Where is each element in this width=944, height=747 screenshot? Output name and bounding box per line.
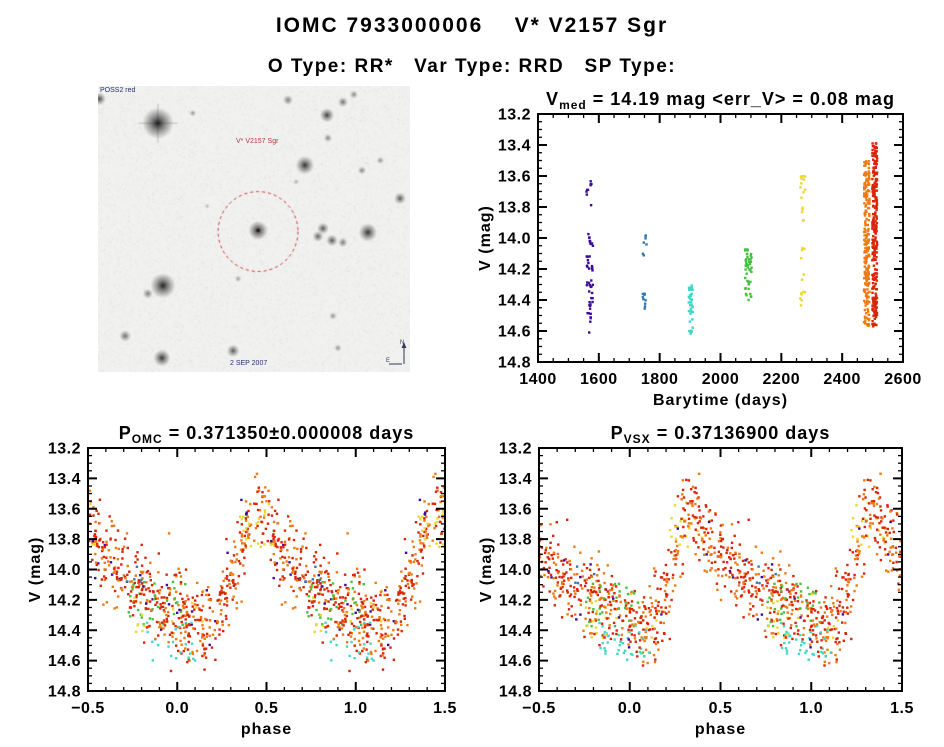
y-tick-label: 13.8 — [499, 532, 532, 549]
x-tick-label: 1.0 — [344, 700, 368, 717]
y-tick-label: 14.4 — [498, 293, 531, 310]
y-tick-label: 14.0 — [498, 231, 531, 248]
chart-title: PVSX = 0.37136900 days — [611, 423, 831, 446]
survey-label: POSS2 red — [100, 87, 136, 94]
x-tick-label: 0.5 — [709, 700, 733, 717]
x-tick-label: 0.0 — [165, 700, 189, 717]
x-axis-label: Barytime (days) — [653, 392, 788, 409]
x-tick-label: 1600 — [580, 371, 618, 388]
compass-icon: N E — [386, 340, 407, 365]
x-tick-label: 1800 — [641, 371, 679, 388]
data-points — [537, 472, 904, 667]
y-tick-label: 13.8 — [498, 200, 531, 217]
chart-phase_fold_omc: −0.5 0.0 0.5 1.0 1.5 13.2 13.4 13.6 13.8 14.0 14.2… — [27, 423, 457, 738]
y-tick-label: 13.6 — [499, 501, 532, 518]
plot-frame — [538, 447, 903, 692]
x-tick-label: 2000 — [702, 371, 740, 388]
y-axis-label: V (mag) — [477, 205, 494, 271]
data-points — [88, 472, 447, 673]
x-tick-label: 1.5 — [890, 700, 914, 717]
y-tick-label: 14.2 — [48, 592, 81, 609]
x-tick-label: 1400 — [519, 371, 557, 388]
y-tick-label: 13.6 — [498, 169, 531, 186]
x-tick-label: 0.0 — [618, 700, 642, 717]
x-tick-label: 2200 — [763, 371, 801, 388]
y-tick-label: 13.6 — [48, 501, 81, 518]
y-tick-label: 14.8 — [48, 684, 81, 701]
chart-phase_fold_vsx: −0.5 0.0 0.5 1.0 1.5 13.2 13.4 13.6 13.8 14.0 14.2… — [478, 423, 914, 738]
star-field-image — [98, 86, 410, 372]
chart-vmag_vs_barytime: 1400 1600 1800 2000 2200 2400 2600 13.2 13.4 13.6… — [477, 89, 922, 409]
x-tick-label: −0.5 — [522, 700, 556, 717]
y-tick-label: 14.4 — [48, 623, 81, 640]
y-tick-label: 14.6 — [48, 653, 81, 670]
y-tick-label: 14.8 — [498, 355, 531, 372]
compass-east-label: E — [386, 358, 390, 364]
x-tick-label: 0.5 — [255, 700, 279, 717]
date-label: 2 SEP 2007 — [230, 360, 268, 367]
plot-frame — [537, 113, 904, 363]
y-tick-label: 14.8 — [499, 684, 532, 701]
x-axis-label: phase — [241, 721, 292, 738]
y-tick-label: 13.4 — [48, 471, 81, 488]
plot-frame — [87, 447, 446, 692]
y-tick-label: 13.2 — [48, 441, 81, 458]
page-title: IOMC 7933000006 V* V2157 Sgr — [275, 14, 669, 37]
y-tick-label: 13.4 — [499, 471, 532, 488]
y-tick-label: 14.0 — [48, 562, 81, 579]
x-tick-label: 1.0 — [799, 700, 823, 717]
y-tick-label: 14.2 — [498, 262, 531, 279]
y-tick-label: 14.2 — [499, 592, 532, 609]
x-tick-label: 2600 — [884, 371, 922, 388]
x-tick-label: −0.5 — [71, 700, 105, 717]
y-tick-label: 14.0 — [499, 562, 532, 579]
x-tick-label: 1.5 — [433, 700, 457, 717]
compass-north-label: N — [400, 340, 404, 346]
y-tick-label: 14.6 — [499, 653, 532, 670]
y-tick-label: 14.6 — [498, 324, 531, 341]
page-subtitle: O Type: RR* Var Type: RRD SP Type: — [267, 56, 677, 77]
chart-title: Vmed = 14.19 mag <err_V> = 0.08 mag — [546, 89, 895, 112]
x-tick-label: 2400 — [823, 371, 861, 388]
y-tick-label: 13.2 — [499, 441, 532, 458]
y-axis-label: V (mag) — [27, 537, 44, 603]
x-axis-label: phase — [695, 721, 746, 738]
y-axis-label: V (mag) — [478, 537, 495, 603]
y-tick-label: 13.4 — [498, 138, 531, 155]
target-label: V* V2157 Sgr — [236, 138, 279, 145]
y-tick-label: 13.2 — [498, 107, 531, 124]
finding-chart: POSS2 red V* V2157 Sgr 2 SEP 2007 N E — [98, 86, 410, 372]
chart-title: POMC = 0.371350±0.000008 days — [119, 423, 415, 446]
y-tick-label: 13.8 — [48, 532, 81, 549]
data-points — [585, 142, 879, 335]
compass-north-arrow — [401, 342, 407, 348]
y-tick-label: 14.4 — [499, 623, 532, 640]
